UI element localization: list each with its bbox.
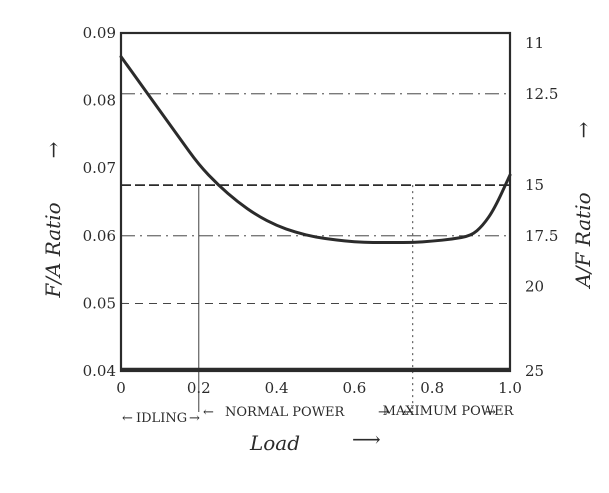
y-right-tick-label-0: 25	[525, 362, 544, 380]
reference-lines	[121, 93, 510, 412]
x-tick-label-5: 1.0	[498, 379, 522, 397]
region-label-normal: NORMAL POWER	[225, 405, 346, 420]
y-left-tick-label-2: 0.06	[83, 227, 116, 245]
x-axis-arrow: ⟶	[352, 427, 381, 451]
y-axis-right-arrow: →	[571, 121, 595, 138]
y-left-tick-label-5: 0.09	[83, 24, 116, 42]
region-arrow-idling-right: →	[189, 411, 200, 426]
x-tick-label-4: 0.8	[420, 379, 444, 397]
y-axis-left-arrow: →	[41, 141, 65, 158]
series-layer	[119, 55, 512, 245]
y-left-tick-label-1: 0.05	[83, 294, 116, 312]
y-right-tick-label-4: 12.5	[525, 85, 558, 103]
region-arrow-max-right: →	[485, 405, 496, 420]
region-arrow-idling-left: ←	[122, 411, 133, 426]
y-right-tick-label-5: 11	[525, 34, 544, 52]
tick-labels: 0 0.2 0.4 0.6 0.8 1.0 0.04 0.05 0.06 0.07 0.08 0.09…	[83, 24, 559, 397]
region-label-max: MAXIMUM POWER	[383, 404, 515, 419]
x-tick-label-0: 0	[116, 379, 126, 397]
y-right-tick-label-1: 20	[525, 278, 544, 296]
y-axis-left-title: F/A Ratio	[41, 202, 65, 298]
y-axis-right-title: A/F Ratio	[571, 192, 595, 289]
y-left-tick-label-3: 0.07	[83, 159, 116, 177]
region-arrow-normal-right: →	[378, 405, 389, 420]
x-tick-label-3: 0.6	[342, 379, 366, 397]
region-arrow-max-left: ←	[403, 405, 414, 420]
series-line-0	[119, 55, 512, 245]
plot-frame	[119, 31, 512, 373]
region-label-idling: IDLING	[136, 411, 187, 426]
x-axis-title: Load	[249, 431, 300, 455]
x-tick-label-2: 0.4	[265, 379, 289, 397]
y-left-tick-label-0: 0.04	[83, 362, 116, 380]
y-right-tick-label-3: 15	[525, 176, 544, 194]
y-left-tick-label-4: 0.08	[83, 92, 116, 110]
y-right-tick-label-2: 17.5	[525, 227, 558, 245]
x-tick-label-1: 0.2	[187, 379, 211, 397]
region-arrow-normal-left: ←	[203, 405, 214, 420]
